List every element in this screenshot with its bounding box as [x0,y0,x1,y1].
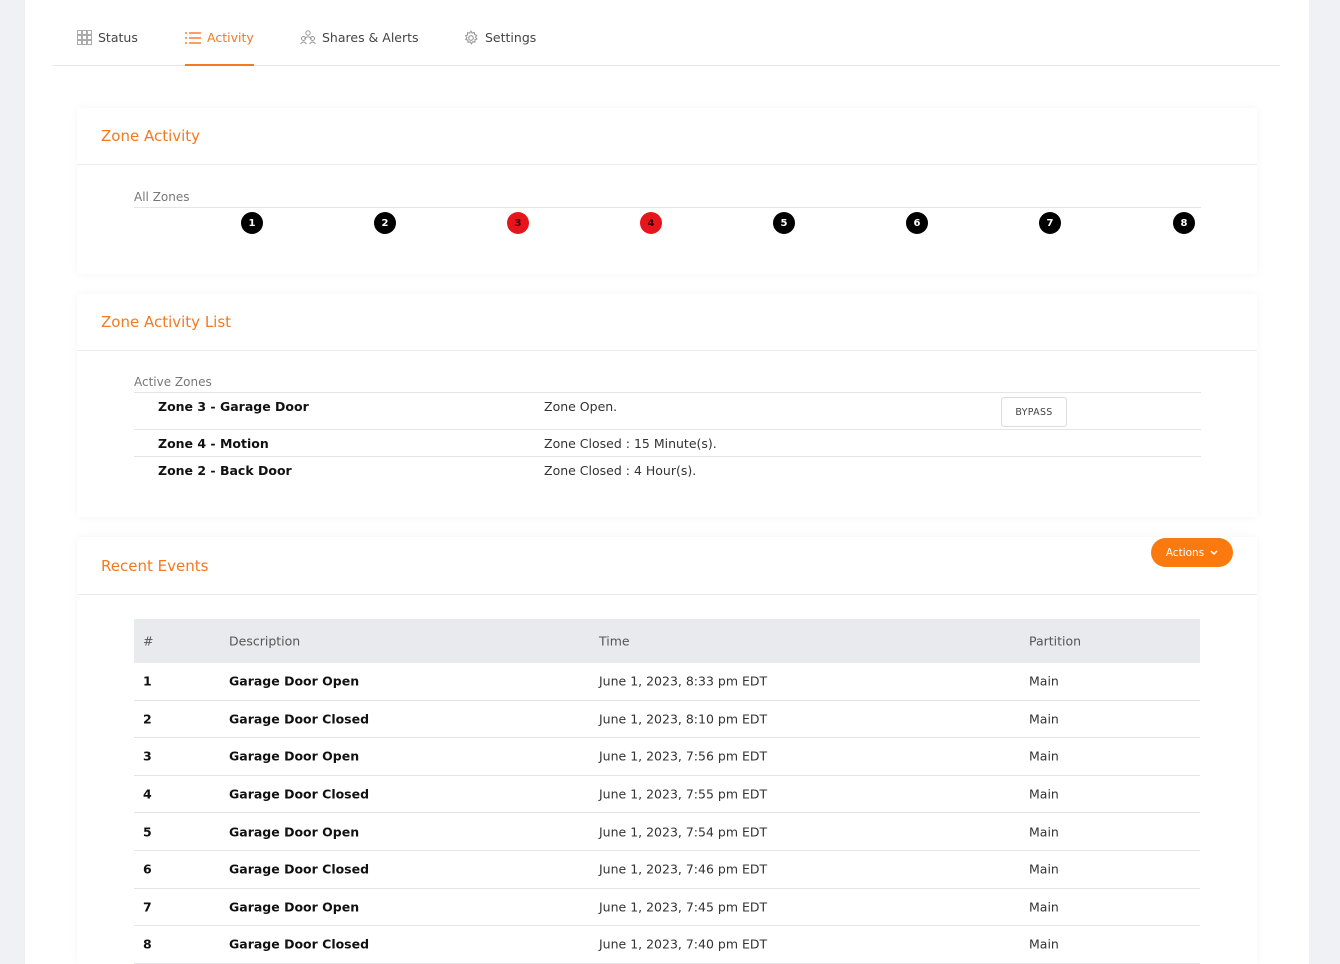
event-description: Garage Door Open [229,824,360,840]
actions-button[interactable]: Actions [1151,538,1233,567]
tab-activity[interactable]: Activity [185,9,254,66]
divider [77,164,1257,165]
column-header-number[interactable]: # [143,633,154,649]
tab-settings[interactable]: Settings [463,9,536,66]
tab-activity-label: Activity [207,30,254,45]
event-partition: Main [1029,899,1059,915]
active-zone-row: Zone 2 - Back Door Zone Closed : 4 Hour(… [134,456,1201,483]
event-time: June 1, 2023, 7:55 pm EDT [599,786,768,802]
zone-2-indicator[interactable]: 2 [374,212,396,234]
event-description: Garage Door Closed [229,936,370,952]
event-partition: Main [1029,673,1059,689]
event-description: Garage Door Closed [229,861,370,877]
event-number: 5 [143,824,152,840]
active-zone-row: Zone 4 - Motion Zone Closed : 15 Minute(… [134,429,1201,456]
tab-bar: Status Activity Shares & Alerts Settings [53,9,1280,66]
event-number: 7 [143,899,152,915]
event-number: 4 [143,786,152,802]
event-number: 3 [143,748,152,764]
event-time: June 1, 2023, 8:10 pm EDT [599,711,768,727]
event-partition: Main [1029,748,1059,764]
zone-activity-list-title: Zone Activity List [101,313,232,331]
table-row[interactable]: 6 Garage Door Closed June 1, 2023, 7:46 … [134,851,1200,889]
divider [77,594,1257,595]
table-row[interactable]: 2 Garage Door Closed June 1, 2023, 8:10 … [134,701,1200,739]
table-row[interactable]: 4 Garage Door Closed June 1, 2023, 7:55 … [134,776,1200,814]
active-zone-row: Zone 3 - Garage Door Zone Open. BYPASS [134,392,1201,430]
table-row[interactable]: 1 Garage Door Open June 1, 2023, 8:33 pm… [134,663,1200,701]
event-number: 6 [143,861,152,877]
list-icon [185,30,201,46]
event-partition: Main [1029,711,1059,727]
all-zones-label: All Zones [134,190,190,204]
event-time: June 1, 2023, 8:33 pm EDT [599,673,768,689]
zone-1-indicator[interactable]: 1 [241,212,263,234]
event-time: June 1, 2023, 7:45 pm EDT [599,899,768,915]
gear-icon [463,29,479,46]
event-partition: Main [1029,786,1059,802]
zone-activity-list-card: Zone Activity List Active Zones Zone 3 -… [77,294,1257,517]
table-row[interactable]: 5 Garage Door Open June 1, 2023, 7:54 pm… [134,813,1200,851]
event-partition: Main [1029,861,1059,877]
users-icon [300,30,316,46]
zone-name: Zone 4 - Motion [158,436,269,451]
tab-settings-label: Settings [485,30,537,45]
column-header-time[interactable]: Time [599,633,630,649]
zone-status: Zone Open. [544,399,618,414]
divider [77,350,1257,351]
tab-status[interactable]: Status [76,9,138,66]
event-time: June 1, 2023, 7:56 pm EDT [599,748,768,764]
table-row[interactable]: 3 Garage Door Open June 1, 2023, 7:56 pm… [134,738,1200,776]
zone-8-indicator[interactable]: 8 [1173,212,1195,234]
tab-shares-alerts[interactable]: Shares & Alerts [300,9,419,66]
zone-activity-title: Zone Activity [101,127,201,145]
event-number: 1 [143,673,152,689]
event-description: Garage Door Open [229,748,360,764]
event-partition: Main [1029,936,1059,952]
zone-6-indicator[interactable]: 6 [906,212,928,234]
event-description: Garage Door Open [229,899,360,915]
zone-4-indicator[interactable]: 4 [640,212,662,234]
zone-status: Zone Closed : 15 Minute(s). [544,436,717,451]
event-number: 2 [143,711,152,727]
events-table: # Description Time Partition 1 Garage Do… [134,619,1200,964]
event-time: June 1, 2023, 7:46 pm EDT [599,861,768,877]
table-row[interactable]: 8 Garage Door Closed June 1, 2023, 7:40 … [134,926,1200,964]
table-header: # Description Time Partition [134,619,1200,663]
actions-button-label: Actions [1165,546,1205,559]
zone-name: Zone 3 - Garage Door [158,399,309,414]
zone-name: Zone 2 - Back Door [158,463,292,478]
grid-icon [76,30,92,46]
zones-line [134,207,1201,208]
zone-activity-card: Zone Activity All Zones 1 2 3 4 5 6 7 8 [77,108,1257,274]
tab-status-label: Status [98,30,138,45]
column-header-description[interactable]: Description [229,633,301,649]
table-row[interactable]: 7 Garage Door Open June 1, 2023, 7:45 pm… [134,889,1200,927]
active-zones-label: Active Zones [134,375,212,389]
event-number: 8 [143,936,152,952]
event-time: June 1, 2023, 7:54 pm EDT [599,824,768,840]
event-description: Garage Door Closed [229,711,370,727]
bypass-button[interactable]: BYPASS [1001,397,1067,427]
recent-events-card: Recent Events Actions # Description Time… [77,537,1257,964]
tab-shares-alerts-label: Shares & Alerts [322,30,419,45]
zone-3-indicator[interactable]: 3 [507,212,529,234]
column-header-partition[interactable]: Partition [1029,633,1082,649]
chevron-down-icon [1210,547,1218,559]
event-time: June 1, 2023, 7:40 pm EDT [599,936,768,952]
recent-events-title: Recent Events [101,557,209,575]
event-partition: Main [1029,824,1059,840]
zone-5-indicator[interactable]: 5 [773,212,795,234]
zone-status: Zone Closed : 4 Hour(s). [544,463,697,478]
event-description: Garage Door Closed [229,786,370,802]
event-description: Garage Door Open [229,673,360,689]
zone-7-indicator[interactable]: 7 [1039,212,1061,234]
